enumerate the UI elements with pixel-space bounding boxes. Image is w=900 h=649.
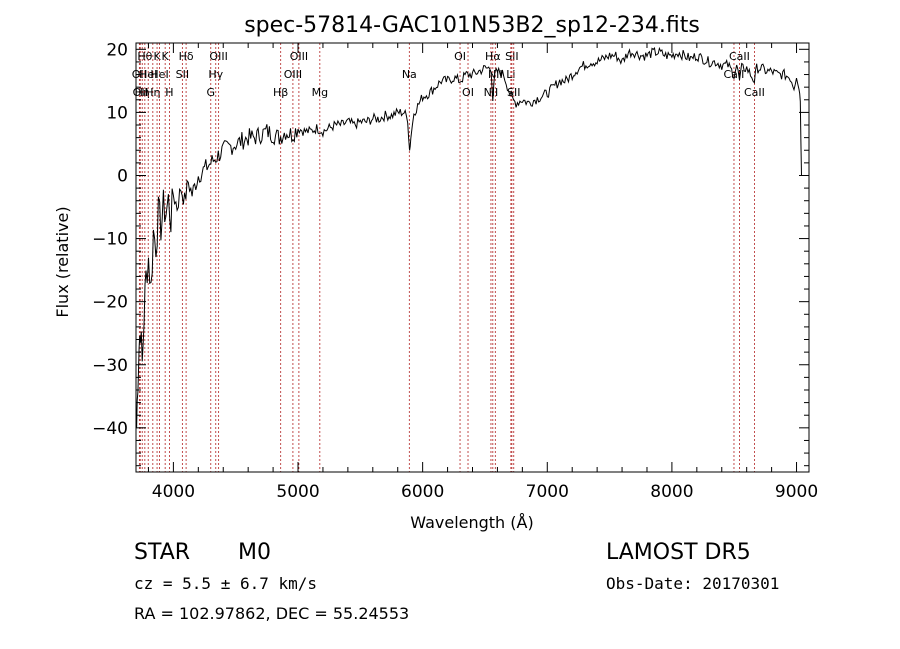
spectral-line-label: CaII	[744, 86, 765, 99]
observation-date: Obs-Date: 20170301	[606, 574, 780, 593]
x-tick-label: 9000	[775, 482, 818, 502]
survey-name: LAMOST DR5	[606, 540, 751, 565]
y-tick-label: 0	[117, 166, 128, 186]
spectral-line-label: OIII	[209, 50, 227, 63]
x-tick-label: 4000	[152, 482, 195, 502]
x-tick-label: 5000	[276, 482, 319, 502]
spectral-line-label: Hθ	[137, 50, 152, 63]
axis-ticks: 4000 5000 6000 7000 8000 9000 −40 −30 −20 −10 0 10 2…	[92, 40, 818, 502]
spectral-line-label: Hδ	[179, 50, 194, 63]
y-tick-label: 20	[106, 40, 128, 60]
y-tick-label: −40	[92, 419, 128, 439]
spectral-line-label: K	[162, 50, 170, 63]
spectral-line-label: K	[153, 50, 161, 63]
plot-frame	[135, 42, 810, 473]
x-tick-label: 8000	[650, 482, 693, 502]
y-axis-label: Flux (relative)	[53, 206, 72, 317]
spectral-line-label: OI	[462, 86, 474, 99]
coordinates: RA = 102.97862, DEC = 55.24553	[134, 604, 410, 623]
spectrum-line	[136, 46, 802, 429]
x-tick-label: 6000	[401, 482, 444, 502]
x-tick-label: 7000	[526, 482, 569, 502]
spectral-line-label: G	[207, 86, 216, 99]
spectral-line-label: Hη	[135, 86, 150, 99]
spectral-line-label: H	[165, 86, 173, 99]
spectral-line-label: Hβ	[273, 86, 288, 99]
spectrum-series	[136, 46, 802, 429]
y-tick-label: 10	[106, 103, 128, 123]
spectral-line-label: Na	[402, 68, 417, 81]
x-axis-label: Wavelength (Å)	[410, 513, 533, 532]
spectral-line-label: Hα	[485, 50, 501, 63]
spectral-line-label: SII	[505, 50, 518, 63]
spectral-line-label: Hη	[145, 86, 160, 99]
spectral-line-label: SII	[507, 86, 520, 99]
spectral-line-label: OI	[454, 50, 466, 63]
spectral-line-label: OIII	[284, 68, 302, 81]
chart-title: spec-57814-GAC101N53B2_sp12-234.fits	[244, 13, 700, 38]
spectral-line-label: SII	[176, 68, 189, 81]
object-subclass: M0	[238, 540, 271, 565]
spectral-line-label: HeI	[150, 68, 168, 81]
redshift-cz: cz = 5.5 ± 6.7 km/s	[134, 574, 318, 593]
y-tick-label: −10	[92, 230, 128, 250]
spectral-line-label: Hγ	[208, 68, 223, 81]
spectral-line-label: OIII	[290, 50, 308, 63]
spectral-line-label: CaII	[729, 50, 750, 63]
spectral-line-label: Li	[506, 68, 515, 81]
object-type: STAR	[134, 540, 191, 565]
spectral-line-markers: OIIOIIHηHθHeIHηKHeIKHSIIHδGHγOIIIHβOIIIO…	[132, 43, 765, 472]
y-tick-label: −20	[92, 293, 128, 313]
spectral-line-label: NII	[484, 86, 499, 99]
y-tick-label: −30	[92, 356, 128, 376]
spectral-line-label: Mg	[312, 86, 328, 99]
